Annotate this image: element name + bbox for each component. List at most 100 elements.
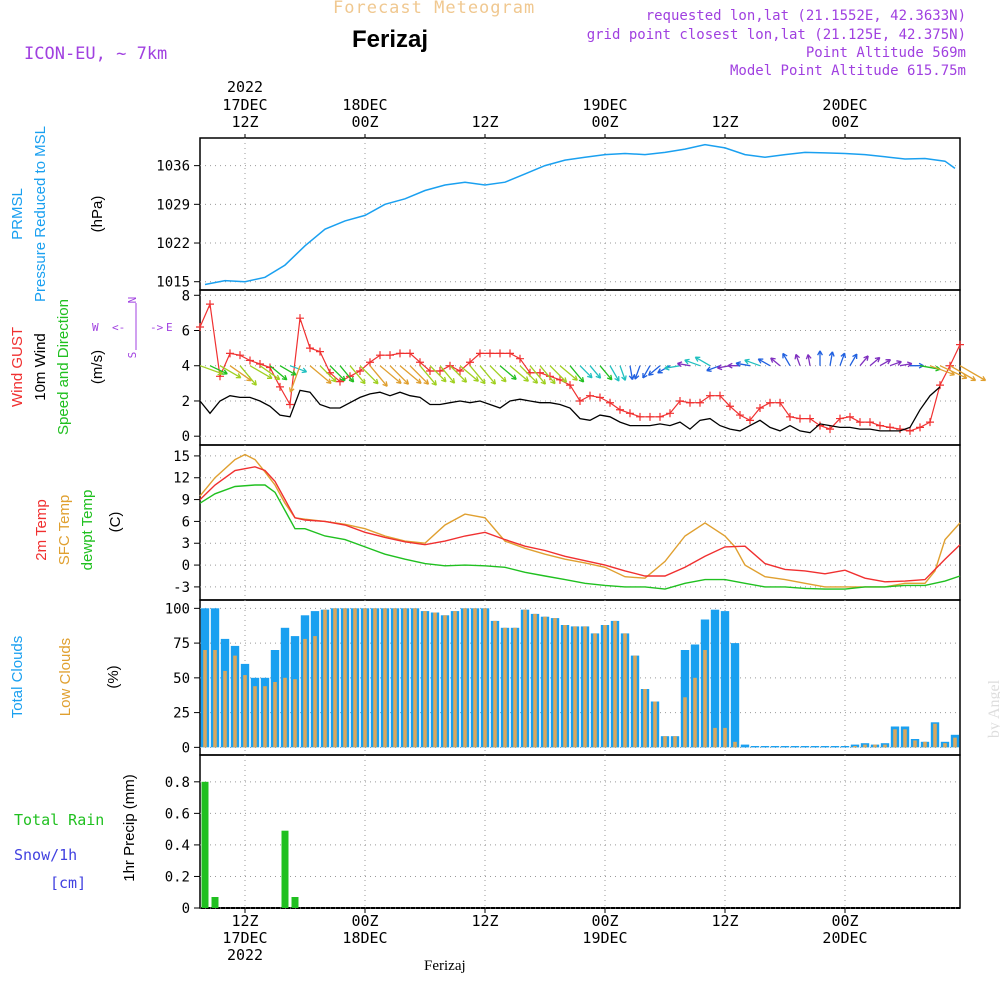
cloud-total-bar bbox=[740, 744, 750, 748]
cloud-low-bar bbox=[863, 744, 867, 748]
cloud-low-bar bbox=[473, 608, 477, 748]
wind-gust-point bbox=[636, 412, 644, 421]
wind-direction-arrow bbox=[735, 361, 751, 367]
temp-ytick-label: 15 bbox=[173, 449, 190, 465]
top-hour-label: 00Z bbox=[351, 113, 378, 131]
cloud-low-bar bbox=[383, 608, 387, 748]
wind-gust-point bbox=[486, 349, 494, 358]
wind-unit: (m/s) bbox=[89, 350, 106, 384]
cloud-low-bar bbox=[593, 633, 597, 748]
wind-gust-point bbox=[236, 351, 244, 360]
model-label: ICON-EU, ~ 7km bbox=[24, 44, 168, 64]
top-date-label: 19DEC bbox=[582, 96, 627, 114]
cloud-low-bar bbox=[343, 608, 347, 748]
wind-gust-point bbox=[506, 349, 514, 358]
wind-gust-point bbox=[896, 425, 904, 434]
cloud-low-bar bbox=[223, 670, 227, 748]
wind-gust-point bbox=[666, 409, 674, 418]
wind-direction-arrow bbox=[757, 358, 771, 367]
wind-direction-arrow bbox=[794, 353, 801, 366]
cloud-total-bar bbox=[760, 746, 770, 748]
wind-direction-arrow bbox=[569, 365, 585, 383]
bottom-hour-label: 12Z bbox=[231, 912, 258, 930]
location-title: Ferizaj bbox=[352, 26, 429, 53]
cloud-unit: (%) bbox=[105, 665, 122, 688]
precip-ytick-label: 0.6 bbox=[165, 806, 190, 822]
wind-gust-point bbox=[406, 349, 414, 358]
top-date-label: 17DEC bbox=[222, 96, 267, 114]
precip-unit: 1hr Precip (mm) bbox=[121, 774, 138, 882]
cloud-total-bar bbox=[830, 746, 840, 748]
cloud-low-bar bbox=[573, 626, 577, 748]
wind-direction-arrow bbox=[579, 365, 593, 379]
cloud-low-bar bbox=[323, 609, 327, 748]
wind-gust-point bbox=[476, 349, 484, 358]
top-hour-label: 00Z bbox=[591, 113, 618, 131]
bottom-year-label: 2022 bbox=[227, 946, 263, 964]
wind-gust-point bbox=[756, 404, 764, 413]
cloud-low-bar bbox=[253, 686, 257, 748]
top-hour-label: 12Z bbox=[231, 113, 258, 131]
wind-direction-arrow bbox=[209, 365, 228, 375]
wind-direction-arrow bbox=[288, 365, 301, 393]
cloud-total-bar bbox=[720, 611, 730, 748]
pressure-ytick-label: 1029 bbox=[156, 197, 190, 213]
wind-direction-arrow bbox=[509, 365, 530, 382]
temp-dew-line bbox=[199, 484, 961, 590]
cloud-low-bar bbox=[393, 608, 397, 748]
wind-ytick-label: 0 bbox=[182, 429, 190, 445]
wind-gust-point bbox=[616, 405, 624, 414]
wind-gust-point bbox=[416, 358, 424, 367]
wind-direction-arrow bbox=[539, 365, 556, 385]
wind-gust-point bbox=[866, 418, 874, 427]
cloud-low-bar bbox=[883, 744, 887, 748]
cloud-low-bar bbox=[953, 737, 957, 748]
temp-ytick-label: -3 bbox=[173, 580, 190, 596]
wind-direction-arrow bbox=[499, 365, 517, 381]
wind-gust-point bbox=[426, 367, 434, 376]
top-hour-label: 12Z bbox=[471, 113, 498, 131]
wind-direction-arrow bbox=[589, 365, 602, 379]
wind-ytick-label: 8 bbox=[182, 288, 190, 304]
wind-direction-arrow bbox=[369, 365, 388, 387]
temp-sfc-label: SFC Temp bbox=[56, 495, 73, 566]
wind-direction-arrow bbox=[429, 365, 447, 383]
wind-direction-arrow bbox=[409, 365, 430, 385]
bottom-date-label: 17DEC bbox=[222, 929, 267, 947]
rain-bar bbox=[291, 897, 299, 908]
wind-gust-point bbox=[536, 368, 544, 377]
bottom-date-label: 18DEC bbox=[342, 929, 387, 947]
cloud-low-bar bbox=[303, 638, 307, 748]
cloud-low-bar bbox=[553, 618, 557, 748]
wind-gust-point bbox=[436, 367, 444, 376]
cloud-ytick-label: 75 bbox=[173, 636, 190, 652]
precip-panel-frame bbox=[199, 754, 961, 909]
wind-direction-arrow bbox=[449, 365, 468, 383]
wind-direction-arrow bbox=[628, 365, 635, 381]
top-date-label: 18DEC bbox=[342, 96, 387, 114]
wind-gust-point bbox=[356, 367, 364, 376]
cloud-low-bar bbox=[683, 697, 687, 748]
wind-gust-point bbox=[736, 411, 744, 420]
wind-direction-arrow bbox=[642, 365, 651, 379]
cloud-low-bar bbox=[233, 655, 237, 748]
temp-ytick-label: 6 bbox=[182, 514, 190, 530]
wind-direction-arrow bbox=[519, 365, 539, 384]
wind-direction-arrow bbox=[706, 365, 721, 372]
cloud-ytick-label: 100 bbox=[165, 601, 190, 617]
wind-gust-point bbox=[396, 349, 404, 358]
wind-direction-arrow bbox=[399, 365, 422, 385]
cloud-low-bar bbox=[723, 727, 727, 748]
cloud-low-bar bbox=[443, 615, 447, 748]
cloud-low-bar bbox=[413, 608, 417, 748]
cloud-total-bar bbox=[840, 746, 850, 748]
wind-gust-point bbox=[766, 398, 774, 407]
wind-gust-point bbox=[596, 393, 604, 402]
cloud-low-bar bbox=[453, 611, 457, 748]
compass-w: W bbox=[92, 321, 99, 334]
wind-gust-point bbox=[516, 354, 524, 363]
wind-gust-point bbox=[686, 398, 694, 407]
cloud-low-bar bbox=[403, 608, 407, 748]
cloud-low-bar bbox=[673, 736, 677, 748]
wind-gust-point bbox=[286, 400, 294, 409]
